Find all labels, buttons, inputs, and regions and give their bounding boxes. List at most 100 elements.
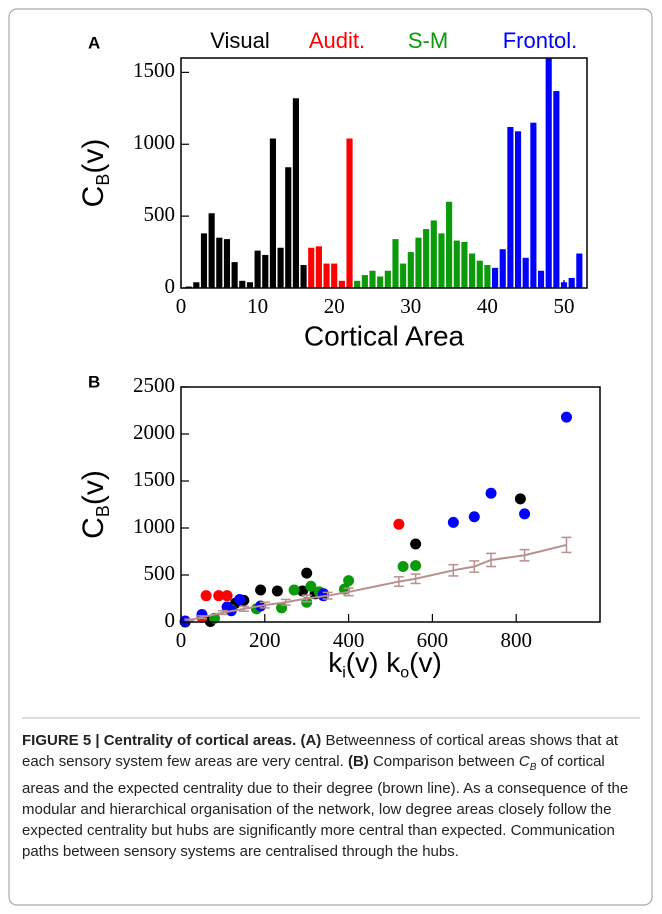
bar: [315, 246, 322, 288]
point: [560, 411, 572, 423]
bar: [361, 275, 368, 288]
bar: [553, 91, 560, 288]
y-tick-label: 2500: [133, 373, 175, 397]
point: [343, 575, 355, 587]
caption-text: C: [518, 753, 530, 770]
point: [519, 508, 531, 520]
error-bar: [469, 560, 480, 573]
bar: [423, 229, 430, 288]
point: [410, 560, 422, 572]
bar: [308, 247, 315, 288]
point: [271, 585, 283, 597]
bar: [392, 239, 399, 288]
bar: [560, 282, 568, 288]
bar: [254, 250, 261, 288]
caption-text: Comparison between: [368, 753, 519, 770]
bar: [507, 127, 514, 288]
label-part: (v): [77, 139, 110, 174]
bar: [200, 233, 208, 288]
error-bar: [393, 576, 404, 588]
label-part: C: [77, 517, 110, 539]
point: [288, 584, 300, 596]
x-tick-label: 30: [400, 294, 421, 318]
bar: [377, 276, 384, 288]
x-tick-label: 40: [477, 294, 498, 318]
plot-frame: [180, 57, 588, 289]
error-bar: [561, 536, 572, 554]
bar: [537, 270, 545, 288]
bar: [568, 277, 575, 288]
x-tick-label: 0: [176, 294, 187, 318]
bar: [384, 270, 391, 288]
bar: [461, 242, 468, 288]
caption-text: FIGURE 5 | Centrality of cortical areas.: [22, 732, 301, 749]
y-tick-label: 0: [165, 274, 176, 298]
error-bar: [217, 609, 228, 616]
figure-frame: [8, 8, 653, 906]
bar: [530, 122, 537, 288]
x-tick-label: 400: [333, 628, 365, 652]
y-tick-label: 2000: [133, 420, 175, 444]
y-axis-label: CB(v): [77, 139, 113, 208]
point: [305, 580, 317, 592]
x-tick-label: 20: [324, 294, 345, 318]
bar: [453, 240, 460, 288]
bar: [438, 233, 445, 288]
point: [213, 590, 225, 602]
bar: [239, 280, 246, 288]
bar: [469, 253, 476, 288]
bar: [415, 237, 422, 288]
error-bar: [280, 598, 291, 606]
legend-label: Visual: [210, 28, 270, 53]
x-tick-label: 10: [247, 294, 268, 318]
bar: [223, 239, 231, 288]
y-tick-label: 1000: [133, 130, 175, 154]
bar: [323, 263, 330, 288]
point: [255, 584, 267, 596]
bar: [231, 262, 238, 288]
point: [447, 516, 459, 528]
caption-text: (B): [347, 753, 369, 770]
error-bar: [322, 591, 333, 600]
subscript: i: [342, 665, 346, 682]
bar: [277, 247, 284, 288]
label-part: (v): [409, 647, 442, 678]
bar: [269, 138, 276, 288]
error-bar: [343, 587, 354, 597]
point: [301, 567, 313, 579]
error-bar: [238, 605, 249, 612]
error-bar: [259, 601, 270, 609]
point: [200, 590, 212, 602]
bar: [492, 267, 499, 288]
x-tick-label: 600: [417, 628, 449, 652]
y-tick-label: 1500: [133, 58, 175, 82]
subscript: B: [93, 505, 113, 517]
bar: [407, 252, 414, 288]
point: [410, 538, 422, 550]
y-tick-label: 1000: [133, 514, 175, 538]
bar: [262, 254, 269, 288]
bar: [292, 98, 299, 288]
subscript: B: [93, 174, 113, 186]
point: [234, 593, 246, 605]
error-bar: [196, 615, 207, 620]
error-bar: [519, 548, 530, 562]
label-part: (v) k: [346, 647, 401, 678]
bar: [193, 282, 200, 288]
bar: [285, 167, 292, 288]
bar: [446, 201, 453, 288]
x-tick-label: 800: [500, 628, 532, 652]
error-bar: [410, 573, 421, 585]
point: [514, 493, 526, 505]
point: [221, 590, 233, 602]
legend-label: S-M: [408, 28, 448, 53]
legend-label: Audit.: [309, 28, 365, 53]
bar: [484, 265, 491, 288]
legend-label: Frontol.: [503, 28, 578, 53]
bar: [514, 131, 522, 288]
panel-label: B: [88, 372, 100, 391]
caption-text: Betweenness of cortical areas shows that…: [22, 732, 619, 770]
y-tick-label: 1500: [133, 467, 175, 491]
expected-line: [189, 543, 567, 622]
